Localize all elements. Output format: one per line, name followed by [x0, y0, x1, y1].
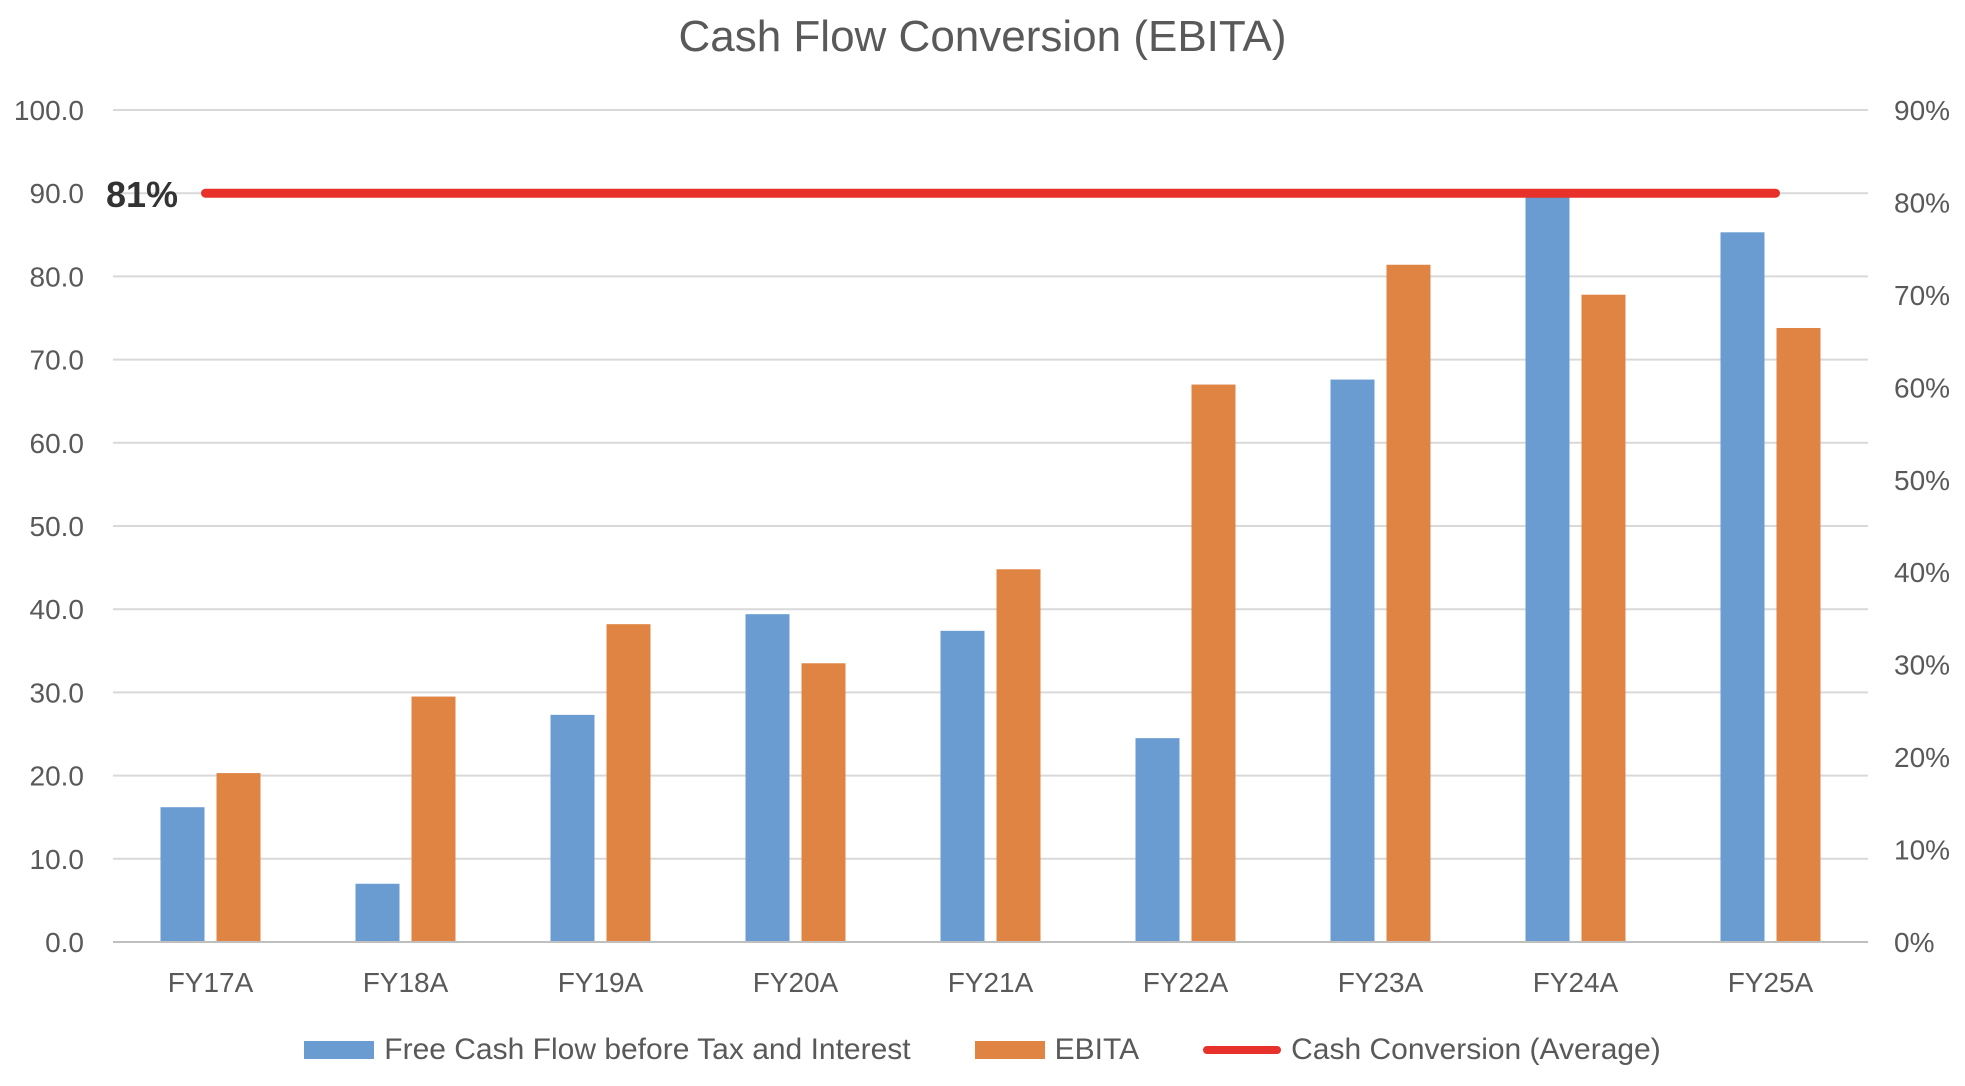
bar-ebita: [1581, 294, 1626, 943]
bar-ebita: [411, 696, 456, 942]
y-right-tick-label: 0%: [1894, 927, 1934, 958]
bar-fcf: [1330, 379, 1375, 942]
x-tick-label: FY20A: [753, 967, 839, 998]
y-right-tick-label: 50%: [1894, 465, 1950, 496]
legend-swatch-fcf: [304, 1041, 375, 1059]
bar-fcf: [1720, 232, 1765, 942]
x-tick-label: FY24A: [1533, 967, 1619, 998]
bar-fcf: [160, 807, 205, 942]
y-right-tick-label: 60%: [1894, 372, 1950, 403]
legend: Free Cash Flow before Tax and Interest E…: [0, 1033, 1965, 1067]
bar-fcf: [745, 614, 790, 942]
x-tick-label: FY23A: [1338, 967, 1424, 998]
bar-ebita: [1386, 264, 1431, 942]
legend-item-ebita: EBITA: [974, 1033, 1140, 1067]
x-tick-label: FY19A: [558, 967, 644, 998]
legend-label-cash-conversion: Cash Conversion (Average): [1291, 1033, 1661, 1066]
y-right-tick-label: 80%: [1894, 187, 1950, 218]
legend-label-ebita: EBITA: [1054, 1033, 1140, 1066]
y-left-tick-label: 100.0: [14, 95, 84, 126]
x-tick-label: FY22A: [1143, 967, 1229, 998]
y-left-tick-label: 10.0: [30, 844, 85, 875]
x-tick-label: FY25A: [1728, 967, 1814, 998]
bar-fcf: [940, 630, 985, 942]
y-right-tick-label: 70%: [1894, 280, 1950, 311]
legend-swatch-ebita: [974, 1041, 1045, 1059]
y-left-tick-label: 20.0: [30, 761, 85, 792]
bar-ebita: [216, 773, 261, 942]
bar-fcf: [550, 714, 595, 942]
bar-ebita: [801, 663, 846, 942]
bar-fcf: [1135, 738, 1180, 942]
x-tick-label: FY21A: [948, 967, 1034, 998]
bar-ebita: [1776, 327, 1821, 942]
bar-fcf: [1525, 193, 1570, 942]
y-right-tick-label: 30%: [1894, 650, 1950, 681]
y-left-tick-label: 50.0: [30, 511, 85, 542]
average-data-label: 81%: [106, 174, 178, 215]
bar-fcf: [355, 883, 400, 942]
y-left-tick-label: 0.0: [45, 927, 84, 958]
legend-item-cash-conversion: Cash Conversion (Average): [1203, 1033, 1661, 1067]
x-tick-label: FY18A: [363, 967, 449, 998]
chart-title: Cash Flow Conversion (EBITA): [678, 12, 1287, 61]
legend-swatch-cash-conversion: [1203, 1046, 1282, 1054]
y-left-tick-label: 70.0: [30, 345, 85, 376]
y-left-tick-label: 90.0: [30, 178, 85, 209]
y-right-tick-label: 20%: [1894, 742, 1950, 773]
y-right-tick-label: 90%: [1894, 95, 1950, 126]
y-left-tick-label: 80.0: [30, 261, 85, 292]
legend-label-fcf: Free Cash Flow before Tax and Interest: [384, 1033, 911, 1066]
y-left-tick-label: 30.0: [30, 677, 85, 708]
bar-ebita: [1191, 384, 1236, 942]
y-right-tick-label: 40%: [1894, 557, 1950, 588]
bar-ebita: [996, 569, 1041, 942]
bar-ebita: [606, 624, 651, 942]
y-left-tick-label: 40.0: [30, 594, 85, 625]
y-right-tick-label: 10%: [1894, 835, 1950, 866]
y-left-tick-label: 60.0: [30, 428, 85, 459]
legend-item-fcf: Free Cash Flow before Tax and Interest: [304, 1033, 911, 1067]
x-tick-label: FY17A: [168, 967, 254, 998]
